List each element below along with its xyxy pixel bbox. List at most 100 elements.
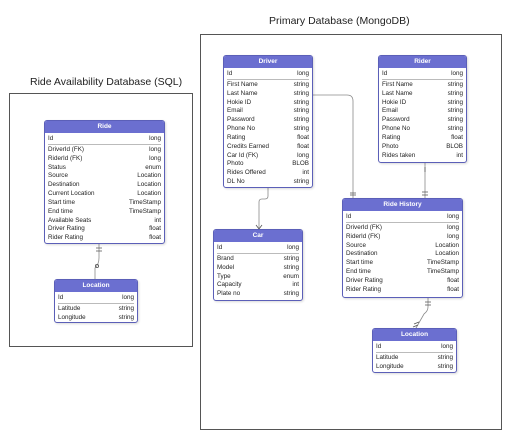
field-type: string [293, 125, 309, 133]
field-row: Hokie ID string [382, 99, 463, 108]
field-type: float [451, 133, 463, 141]
field-name: Hokie ID [227, 98, 252, 106]
sql-db-title: Ride Availability Database (SQL) [30, 76, 183, 88]
field-row: Phone No string [227, 125, 309, 134]
field-row: Source Location [346, 242, 459, 251]
field-type: string [283, 290, 299, 298]
field-row: Longitude string [376, 363, 453, 372]
field-row: Last Name string [382, 90, 463, 99]
field-type: float [447, 276, 459, 284]
field-row: Email string [227, 107, 309, 116]
field-row: RiderId (FK) long [346, 233, 459, 242]
primary-key-row: Id long [217, 244, 299, 254]
rider-entity-header: Rider [379, 56, 466, 68]
field-row: Latitude string [376, 354, 453, 363]
field-row: Current Location Location [48, 190, 161, 199]
field-row: Start time TimeStamp [346, 259, 459, 268]
field-row: DriverId (FK) long [346, 224, 459, 233]
sql-location-entity-header: Location [55, 280, 137, 292]
field-type: long [447, 223, 459, 231]
field-name: Phone No [227, 125, 256, 133]
driver-entity[interactable]: Driver Id long First Name string Last Name st… [223, 55, 313, 188]
field-row: Password string [227, 116, 309, 125]
field-row: Phone No string [382, 125, 463, 134]
field-type: BLOB [292, 160, 309, 168]
rider-field-list: Id long First Name string Last Name string Hok… [379, 68, 466, 162]
primary-key-row: Id long [227, 70, 309, 80]
field-type: Location [137, 181, 161, 189]
field-name: Credits Earned [227, 142, 269, 150]
field-name: Email [227, 107, 243, 115]
field-name: First Name [382, 80, 413, 88]
field-type: long [297, 151, 309, 159]
field-row: Email string [382, 107, 463, 116]
field-row: Car Id (FK) long [227, 152, 309, 161]
field-type: TimeStamp [129, 207, 161, 215]
field-type: string [437, 362, 453, 370]
field-row: Type enum [217, 273, 299, 282]
car-entity[interactable]: Car Id long Brand string Model string Type enum… [213, 229, 303, 301]
field-type: Location [137, 172, 161, 180]
primary-key-row: Id long [346, 213, 459, 223]
field-name: Password [227, 116, 255, 124]
field-row: Rating float [382, 134, 463, 143]
field-type: string [283, 254, 299, 262]
mongo-db-container [200, 34, 502, 430]
field-type: string [293, 178, 309, 186]
field-type: long [122, 294, 134, 301]
field-type: enum [283, 272, 299, 280]
field-name: Status [48, 163, 66, 171]
rider-entity[interactable]: Rider Id long First Name string Last Name str… [378, 55, 467, 163]
field-row: Brand string [217, 255, 299, 264]
field-name: Available Seats [48, 216, 92, 224]
sql-location-field-list: Id long Latitude string Longitude string [55, 292, 137, 322]
field-name: Id [346, 213, 352, 220]
field-type: long [441, 343, 453, 350]
field-row: Start time TimeStamp [48, 199, 161, 208]
field-type: string [447, 98, 463, 106]
field-type: string [118, 313, 134, 321]
primary-key-row: Id long [48, 135, 161, 145]
mongo-location-entity[interactable]: Location Id long Latitude string Longitude st… [372, 328, 457, 373]
field-name: RiderId (FK) [346, 232, 381, 240]
field-row: First Name string [227, 81, 309, 90]
field-name: Id [217, 244, 223, 251]
field-name: Type [217, 272, 231, 280]
field-type: long [287, 244, 299, 251]
field-name: Longitude [58, 313, 86, 321]
primary-key-row: Id long [382, 70, 463, 80]
field-type: long [451, 70, 463, 77]
field-type: string [447, 125, 463, 133]
field-row: Driver Rating float [346, 277, 459, 286]
ride-entity[interactable]: Ride Id long DriverId (FK) long RiderId (FK)… [44, 120, 165, 244]
field-type: float [297, 142, 309, 150]
field-type: TimeStamp [129, 198, 161, 206]
field-name: Email [382, 107, 398, 115]
field-row: DL No string [227, 178, 309, 187]
field-name: Brand [217, 254, 234, 262]
field-row: Password string [382, 116, 463, 125]
field-name: End time [48, 207, 73, 215]
field-name: Password [382, 116, 410, 124]
sql-location-entity[interactable]: Location Id long Latitude string Longitude st… [54, 279, 138, 323]
field-row: Longitude string [58, 313, 134, 322]
ride-entity-header: Ride [45, 121, 164, 133]
field-name: Last Name [227, 89, 258, 97]
field-row: Source Location [48, 172, 161, 181]
field-type: long [447, 232, 459, 240]
field-name: Photo [382, 142, 399, 150]
field-name: Start time [346, 259, 373, 267]
field-row: First Name string [382, 81, 463, 90]
field-row: Destination Location [48, 181, 161, 190]
field-type: string [447, 107, 463, 115]
field-name: Rating [227, 133, 246, 141]
field-type: string [293, 116, 309, 124]
mongo-location-entity-header: Location [373, 329, 456, 341]
field-type: int [302, 169, 309, 177]
ride-history-entity[interactable]: Ride History Id long DriverId (FK) long Ride… [342, 198, 463, 298]
car-field-list: Id long Brand string Model string Type enum Capa… [214, 242, 302, 300]
field-type: TimeStamp [427, 268, 459, 276]
field-name: Driver Rating [346, 276, 383, 284]
field-type: string [437, 353, 453, 361]
field-name: Id [227, 70, 233, 77]
